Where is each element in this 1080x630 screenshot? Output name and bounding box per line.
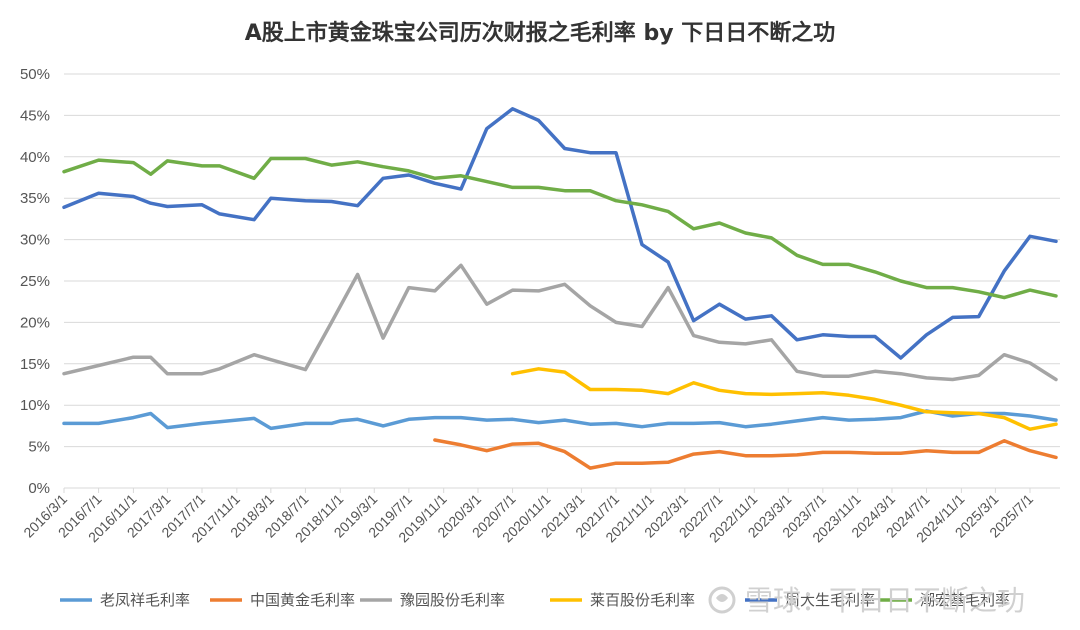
y-tick-label: 50%: [20, 66, 50, 83]
chart-title: A股上市黄金珠宝公司历次财报之毛利率 by 下日日不断之功: [245, 20, 835, 46]
series-line-2: [62, 263, 1058, 382]
y-tick-label: 45%: [20, 107, 50, 124]
y-tick-label: 40%: [20, 149, 50, 166]
y-tick-label: 0%: [28, 480, 50, 497]
legend-label-5: 潮宏基毛利率: [920, 591, 1010, 609]
y-tick-label: 25%: [20, 273, 50, 290]
legend-label-1: 中国黄金毛利率: [250, 591, 355, 609]
series-line-1: [433, 438, 1058, 470]
y-tick-label: 30%: [20, 232, 50, 249]
y-tick-label: 5%: [28, 439, 50, 456]
legend-label-3: 莱百股份毛利率: [590, 591, 695, 609]
legend: 老凤祥毛利率 中国黄金毛利率 豫园股份毛利率 莱百股份毛利率 周大生毛利率 潮宏基毛利率: [60, 591, 1010, 609]
legend-label-4: 周大生毛利率: [785, 591, 875, 609]
y-tick-label: 15%: [20, 356, 50, 373]
series-line-3: [510, 367, 1058, 431]
series-lines: [62, 107, 1058, 470]
y-axis-ticks: 0% 5% 10% 15% 20% 25% 30% 35% 40% 45% 50%: [20, 66, 50, 497]
y-tick-label: 35%: [20, 190, 50, 207]
legend-label-0: 老凤祥毛利率: [100, 591, 190, 609]
series-line-5: [62, 156, 1058, 300]
series-line-4: [62, 107, 1058, 360]
snowball-logo-icon: [708, 586, 736, 614]
legend-label-2: 豫园股份毛利率: [400, 591, 505, 609]
y-tick-label: 10%: [20, 397, 50, 414]
watermark-text: 雪球：下日日不断之功: [745, 584, 1025, 617]
y-tick-label: 20%: [20, 314, 50, 331]
watermark: 雪球：下日日不断之功: [708, 584, 1025, 617]
series-line-0: [62, 409, 1058, 431]
